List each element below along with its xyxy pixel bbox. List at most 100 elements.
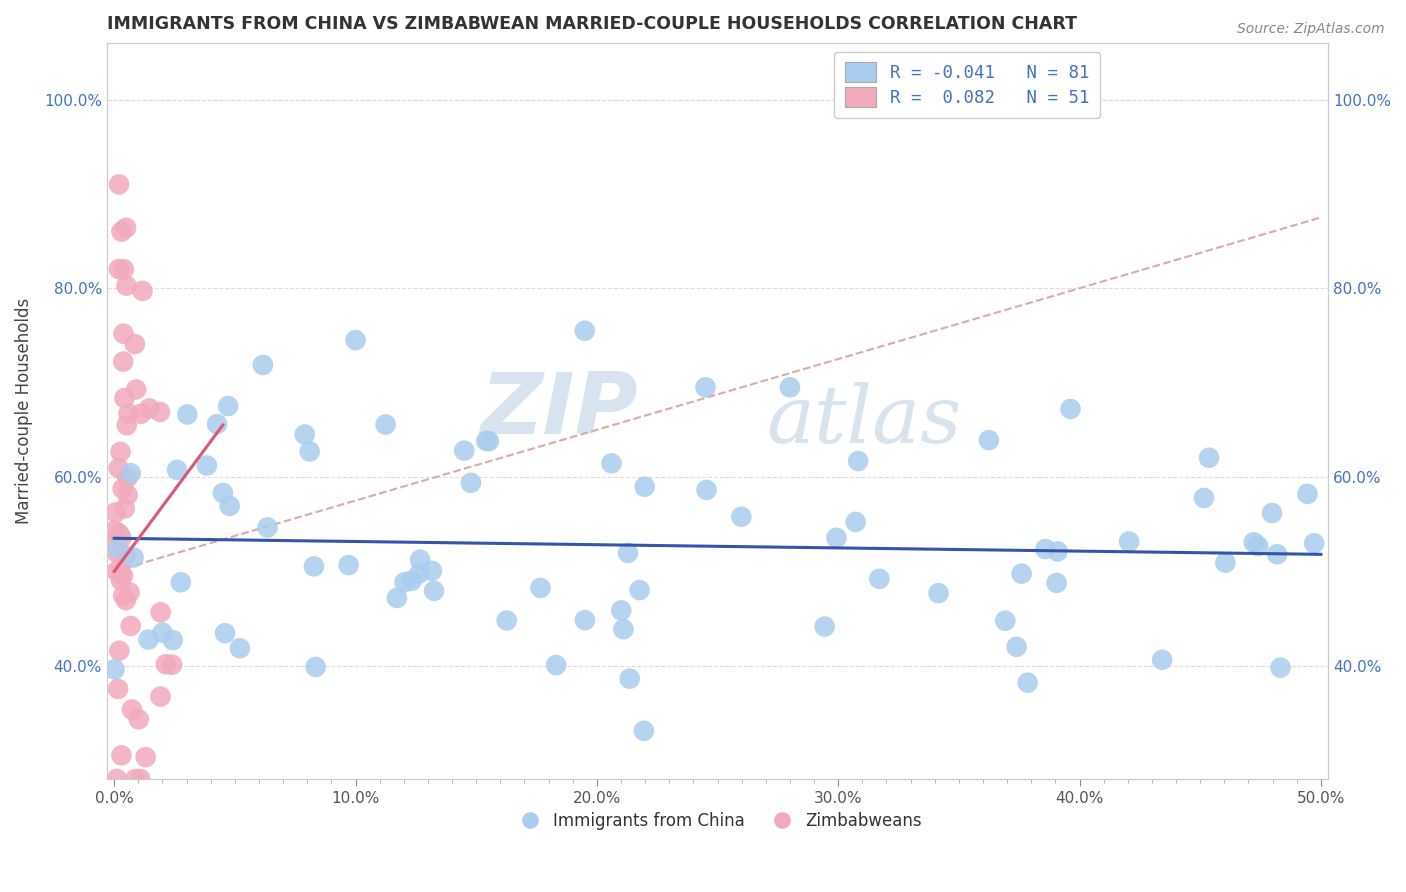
Point [110, 566, 132, 580]
Point [619, 672, 641, 686]
Text: ZIP: ZIP [481, 369, 638, 452]
Point [1247, 539, 1270, 553]
Point [149, 690, 172, 704]
Point [409, 553, 432, 567]
Point [408, 566, 430, 581]
Point [117, 488, 139, 502]
Point [138, 632, 160, 647]
Point [928, 586, 950, 600]
Point [110, 573, 132, 587]
Point [256, 520, 278, 534]
Point [1046, 576, 1069, 591]
Point [115, 418, 138, 433]
Point [453, 443, 475, 458]
Point [118, 585, 141, 599]
Point [600, 456, 623, 470]
Point [108, 178, 131, 192]
Point [401, 574, 423, 588]
Point [114, 549, 136, 563]
Point [112, 326, 135, 341]
Point [994, 614, 1017, 628]
Point [695, 380, 717, 394]
Point [1118, 534, 1140, 549]
Point [112, 354, 135, 368]
Point [1303, 536, 1326, 550]
Point [115, 278, 138, 293]
Point [633, 723, 655, 738]
Point [868, 572, 890, 586]
Point [1192, 491, 1215, 505]
Point [110, 225, 132, 239]
Point [218, 499, 240, 513]
Point [495, 614, 517, 628]
Point [149, 605, 172, 619]
Point [176, 408, 198, 422]
Point [129, 772, 152, 786]
Point [131, 284, 153, 298]
Point [108, 262, 131, 277]
Point [1046, 544, 1069, 558]
Point [846, 454, 869, 468]
Point [302, 559, 325, 574]
Point [1035, 541, 1057, 556]
Point [1261, 506, 1284, 520]
Point [110, 445, 132, 459]
Point [1243, 535, 1265, 549]
Point [110, 748, 132, 763]
Point [696, 483, 718, 497]
Point [634, 480, 657, 494]
Point [117, 407, 139, 421]
Point [252, 358, 274, 372]
Point [125, 383, 148, 397]
Point [128, 712, 150, 726]
Point [214, 626, 236, 640]
Point [105, 564, 128, 578]
Point [152, 625, 174, 640]
Point [374, 417, 396, 432]
Point [1017, 675, 1039, 690]
Point [1215, 556, 1237, 570]
Point [122, 550, 145, 565]
Point [1011, 566, 1033, 581]
Point [420, 564, 443, 578]
Point [104, 532, 127, 546]
Point [112, 589, 135, 603]
Point [135, 750, 157, 764]
Point [304, 660, 326, 674]
Point [162, 633, 184, 648]
Point [1265, 547, 1288, 561]
Point [385, 591, 408, 605]
Text: atlas: atlas [766, 382, 962, 459]
Point [628, 583, 651, 598]
Point [546, 658, 568, 673]
Point [394, 575, 416, 590]
Point [166, 463, 188, 477]
Point [574, 324, 596, 338]
Point [105, 772, 128, 786]
Point [104, 524, 127, 538]
Point [121, 702, 143, 716]
Point [129, 407, 152, 421]
Point [617, 546, 640, 560]
Point [120, 466, 142, 480]
Point [460, 475, 482, 490]
Text: Source: ZipAtlas.com: Source: ZipAtlas.com [1237, 22, 1385, 37]
Point [108, 644, 131, 658]
Point [825, 531, 848, 545]
Point [730, 509, 752, 524]
Point [337, 558, 360, 573]
Point [423, 583, 446, 598]
Y-axis label: Married-couple Households: Married-couple Households [15, 298, 32, 524]
Legend: Immigrants from China, Zimbabweans: Immigrants from China, Zimbabweans [506, 805, 928, 837]
Point [110, 531, 132, 545]
Point [779, 380, 801, 394]
Point [529, 581, 551, 595]
Point [344, 333, 367, 347]
Point [160, 657, 183, 672]
Point [111, 568, 134, 582]
Point [111, 482, 134, 496]
Point [217, 399, 239, 413]
Point [124, 772, 146, 786]
Point [1005, 640, 1028, 654]
Point [814, 619, 837, 633]
